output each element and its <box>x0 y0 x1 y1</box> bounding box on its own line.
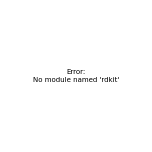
Text: Error:
No module named 'rdkit': Error: No module named 'rdkit' <box>33 69 119 83</box>
